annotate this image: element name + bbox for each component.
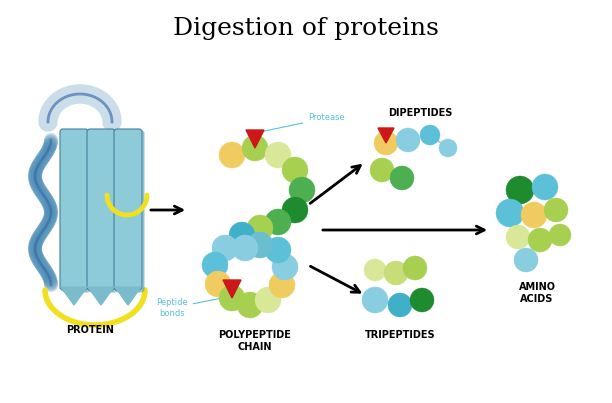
Circle shape xyxy=(370,158,394,182)
Circle shape xyxy=(396,128,420,152)
Text: Peptide
bonds: Peptide bonds xyxy=(156,298,219,318)
Circle shape xyxy=(521,202,547,228)
Circle shape xyxy=(219,285,245,311)
Polygon shape xyxy=(378,128,394,143)
Text: Protease: Protease xyxy=(263,114,345,131)
Circle shape xyxy=(265,237,291,263)
Circle shape xyxy=(289,177,315,203)
Circle shape xyxy=(272,254,298,280)
Circle shape xyxy=(364,259,386,281)
FancyBboxPatch shape xyxy=(60,129,88,290)
Text: Digestion of proteins: Digestion of proteins xyxy=(173,17,439,39)
Polygon shape xyxy=(85,170,90,230)
Circle shape xyxy=(282,157,308,183)
Circle shape xyxy=(229,222,255,248)
Circle shape xyxy=(439,139,457,157)
Circle shape xyxy=(242,135,268,161)
Polygon shape xyxy=(246,130,264,148)
Text: DIPEPTIDES: DIPEPTIDES xyxy=(388,108,452,118)
Circle shape xyxy=(247,232,273,258)
Circle shape xyxy=(403,256,427,280)
Polygon shape xyxy=(61,287,87,305)
Circle shape xyxy=(255,287,281,313)
Polygon shape xyxy=(223,280,241,298)
Circle shape xyxy=(514,248,538,272)
Circle shape xyxy=(544,198,568,222)
Circle shape xyxy=(362,287,388,313)
FancyBboxPatch shape xyxy=(87,129,115,290)
Circle shape xyxy=(496,199,524,227)
FancyBboxPatch shape xyxy=(116,131,144,292)
Text: PROTEIN: PROTEIN xyxy=(66,325,114,335)
Polygon shape xyxy=(88,287,114,305)
Circle shape xyxy=(232,235,258,261)
Polygon shape xyxy=(115,287,141,305)
Circle shape xyxy=(390,166,414,190)
Circle shape xyxy=(247,215,273,241)
Text: POLYPEPTIDE
CHAIN: POLYPEPTIDE CHAIN xyxy=(218,330,291,351)
Circle shape xyxy=(420,125,440,145)
FancyBboxPatch shape xyxy=(62,131,90,292)
Circle shape xyxy=(205,271,231,297)
Circle shape xyxy=(528,228,552,252)
Circle shape xyxy=(384,261,408,285)
Circle shape xyxy=(212,235,238,261)
FancyBboxPatch shape xyxy=(114,129,142,290)
Circle shape xyxy=(549,224,571,246)
Circle shape xyxy=(265,142,291,168)
Polygon shape xyxy=(112,170,117,230)
Circle shape xyxy=(506,176,534,204)
Text: AMINO
ACIDS: AMINO ACIDS xyxy=(518,282,556,303)
Circle shape xyxy=(269,272,295,298)
Circle shape xyxy=(265,209,291,235)
Circle shape xyxy=(219,142,245,168)
Circle shape xyxy=(532,174,558,200)
Circle shape xyxy=(374,131,398,155)
Circle shape xyxy=(202,252,228,278)
Circle shape xyxy=(506,225,530,249)
Circle shape xyxy=(282,197,308,223)
Circle shape xyxy=(388,293,412,317)
Text: TRIPEPTIDES: TRIPEPTIDES xyxy=(365,330,435,340)
Circle shape xyxy=(410,288,434,312)
FancyBboxPatch shape xyxy=(89,131,117,292)
Circle shape xyxy=(237,292,263,318)
